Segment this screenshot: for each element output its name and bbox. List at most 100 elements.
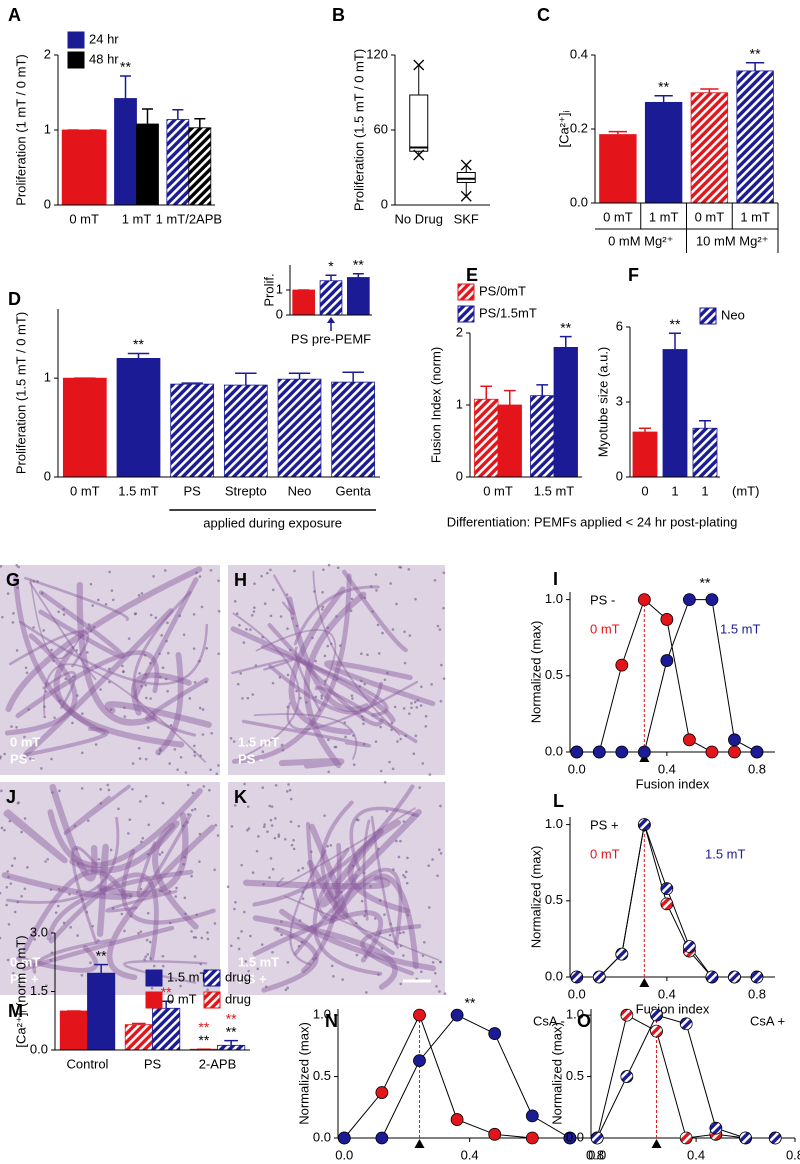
point xyxy=(488,1127,502,1141)
nucleus xyxy=(229,944,233,948)
nucleus xyxy=(277,835,281,838)
nucleus xyxy=(359,679,363,683)
point xyxy=(682,593,696,607)
nucleus xyxy=(320,694,324,698)
nucleus xyxy=(405,870,408,874)
nucleus xyxy=(383,780,387,784)
myotube xyxy=(286,596,370,713)
nucleus xyxy=(428,773,432,776)
bar xyxy=(599,134,637,204)
nucleus xyxy=(80,787,84,790)
point xyxy=(768,1131,782,1145)
y-tick-label: 1 xyxy=(276,281,283,296)
bar xyxy=(474,398,499,478)
significance: ** xyxy=(226,1010,237,1026)
nucleus xyxy=(271,867,275,871)
nucleus xyxy=(246,805,250,808)
nucleus xyxy=(314,659,317,663)
bar xyxy=(223,384,268,478)
nucleus xyxy=(195,913,199,917)
nucleus xyxy=(362,742,366,746)
nucleus xyxy=(0,891,2,895)
panel-letter: C xyxy=(537,5,550,25)
y-axis-label: [Ca²⁺]ᵢ xyxy=(556,110,571,147)
legend-swatch xyxy=(699,307,717,325)
bar xyxy=(662,349,688,478)
nucleus xyxy=(390,722,394,725)
x-tick-label: 1.5 mT xyxy=(534,483,575,498)
nucleus xyxy=(108,680,111,684)
myotube xyxy=(29,578,80,660)
nucleus xyxy=(149,940,152,944)
nucleus xyxy=(198,575,202,578)
nucleus xyxy=(71,721,74,725)
nucleus xyxy=(80,973,84,977)
nucleus xyxy=(6,592,10,595)
nucleus xyxy=(44,690,48,693)
nucleus xyxy=(194,936,198,939)
panel-letter: N xyxy=(325,1011,338,1031)
nucleus xyxy=(144,683,147,687)
point xyxy=(750,745,764,759)
nucleus xyxy=(216,834,220,837)
myotube xyxy=(4,633,78,736)
nucleus xyxy=(179,984,182,988)
nucleus xyxy=(242,641,246,644)
nucleus xyxy=(53,716,56,720)
micrograph-label: 1.5 mT xyxy=(238,734,279,749)
x-tick-label: 1 xyxy=(701,483,708,498)
nucleus xyxy=(351,864,355,868)
y-axis-label: Myotube size (a.u.) xyxy=(595,347,610,458)
nucleus xyxy=(271,951,274,954)
nucleus xyxy=(166,689,169,693)
point xyxy=(563,1131,577,1145)
nucleus xyxy=(396,740,399,743)
nucleus xyxy=(363,682,367,686)
nucleus xyxy=(198,659,201,663)
nucleus xyxy=(99,802,103,805)
bar xyxy=(62,377,107,478)
bar xyxy=(553,346,578,478)
myotube xyxy=(347,819,411,914)
x-tick-label: Genta xyxy=(335,483,371,498)
nucleus xyxy=(193,807,197,811)
nucleus xyxy=(122,670,125,673)
myotube xyxy=(252,915,398,990)
significance: ** xyxy=(658,78,669,94)
myotube xyxy=(305,821,359,921)
nucleus xyxy=(395,839,398,843)
nucleus xyxy=(305,701,308,704)
point xyxy=(650,1024,663,1038)
myotube xyxy=(312,847,383,976)
nucleus xyxy=(12,971,15,975)
nucleus xyxy=(377,847,380,851)
myotube xyxy=(252,784,415,907)
panel-letter: K xyxy=(234,787,247,807)
nucleus xyxy=(76,934,79,937)
panel-letter: G xyxy=(6,570,20,590)
nucleus xyxy=(371,610,374,613)
nucleus xyxy=(406,856,409,860)
nucleus xyxy=(161,851,164,854)
panel-letter: O xyxy=(577,1011,591,1031)
nucleus xyxy=(117,807,120,811)
nucleus xyxy=(406,913,410,917)
significance: * xyxy=(328,258,334,274)
nucleus xyxy=(175,886,178,890)
nucleus xyxy=(10,864,14,867)
myotube xyxy=(132,577,199,699)
nucleus xyxy=(299,696,302,700)
nucleus xyxy=(377,652,381,655)
nucleus xyxy=(206,988,209,992)
panel-letter: A xyxy=(8,5,21,25)
y-tick-label: 0 xyxy=(456,468,463,483)
x-tick-label: 0.4 xyxy=(658,761,676,776)
nucleus xyxy=(359,709,363,712)
reference-marker xyxy=(414,1139,425,1148)
nucleus xyxy=(50,951,54,955)
nucleus xyxy=(360,652,363,655)
nucleus xyxy=(94,743,98,746)
nucleus xyxy=(399,737,402,741)
nucleus xyxy=(164,677,168,681)
nucleus xyxy=(393,705,397,709)
